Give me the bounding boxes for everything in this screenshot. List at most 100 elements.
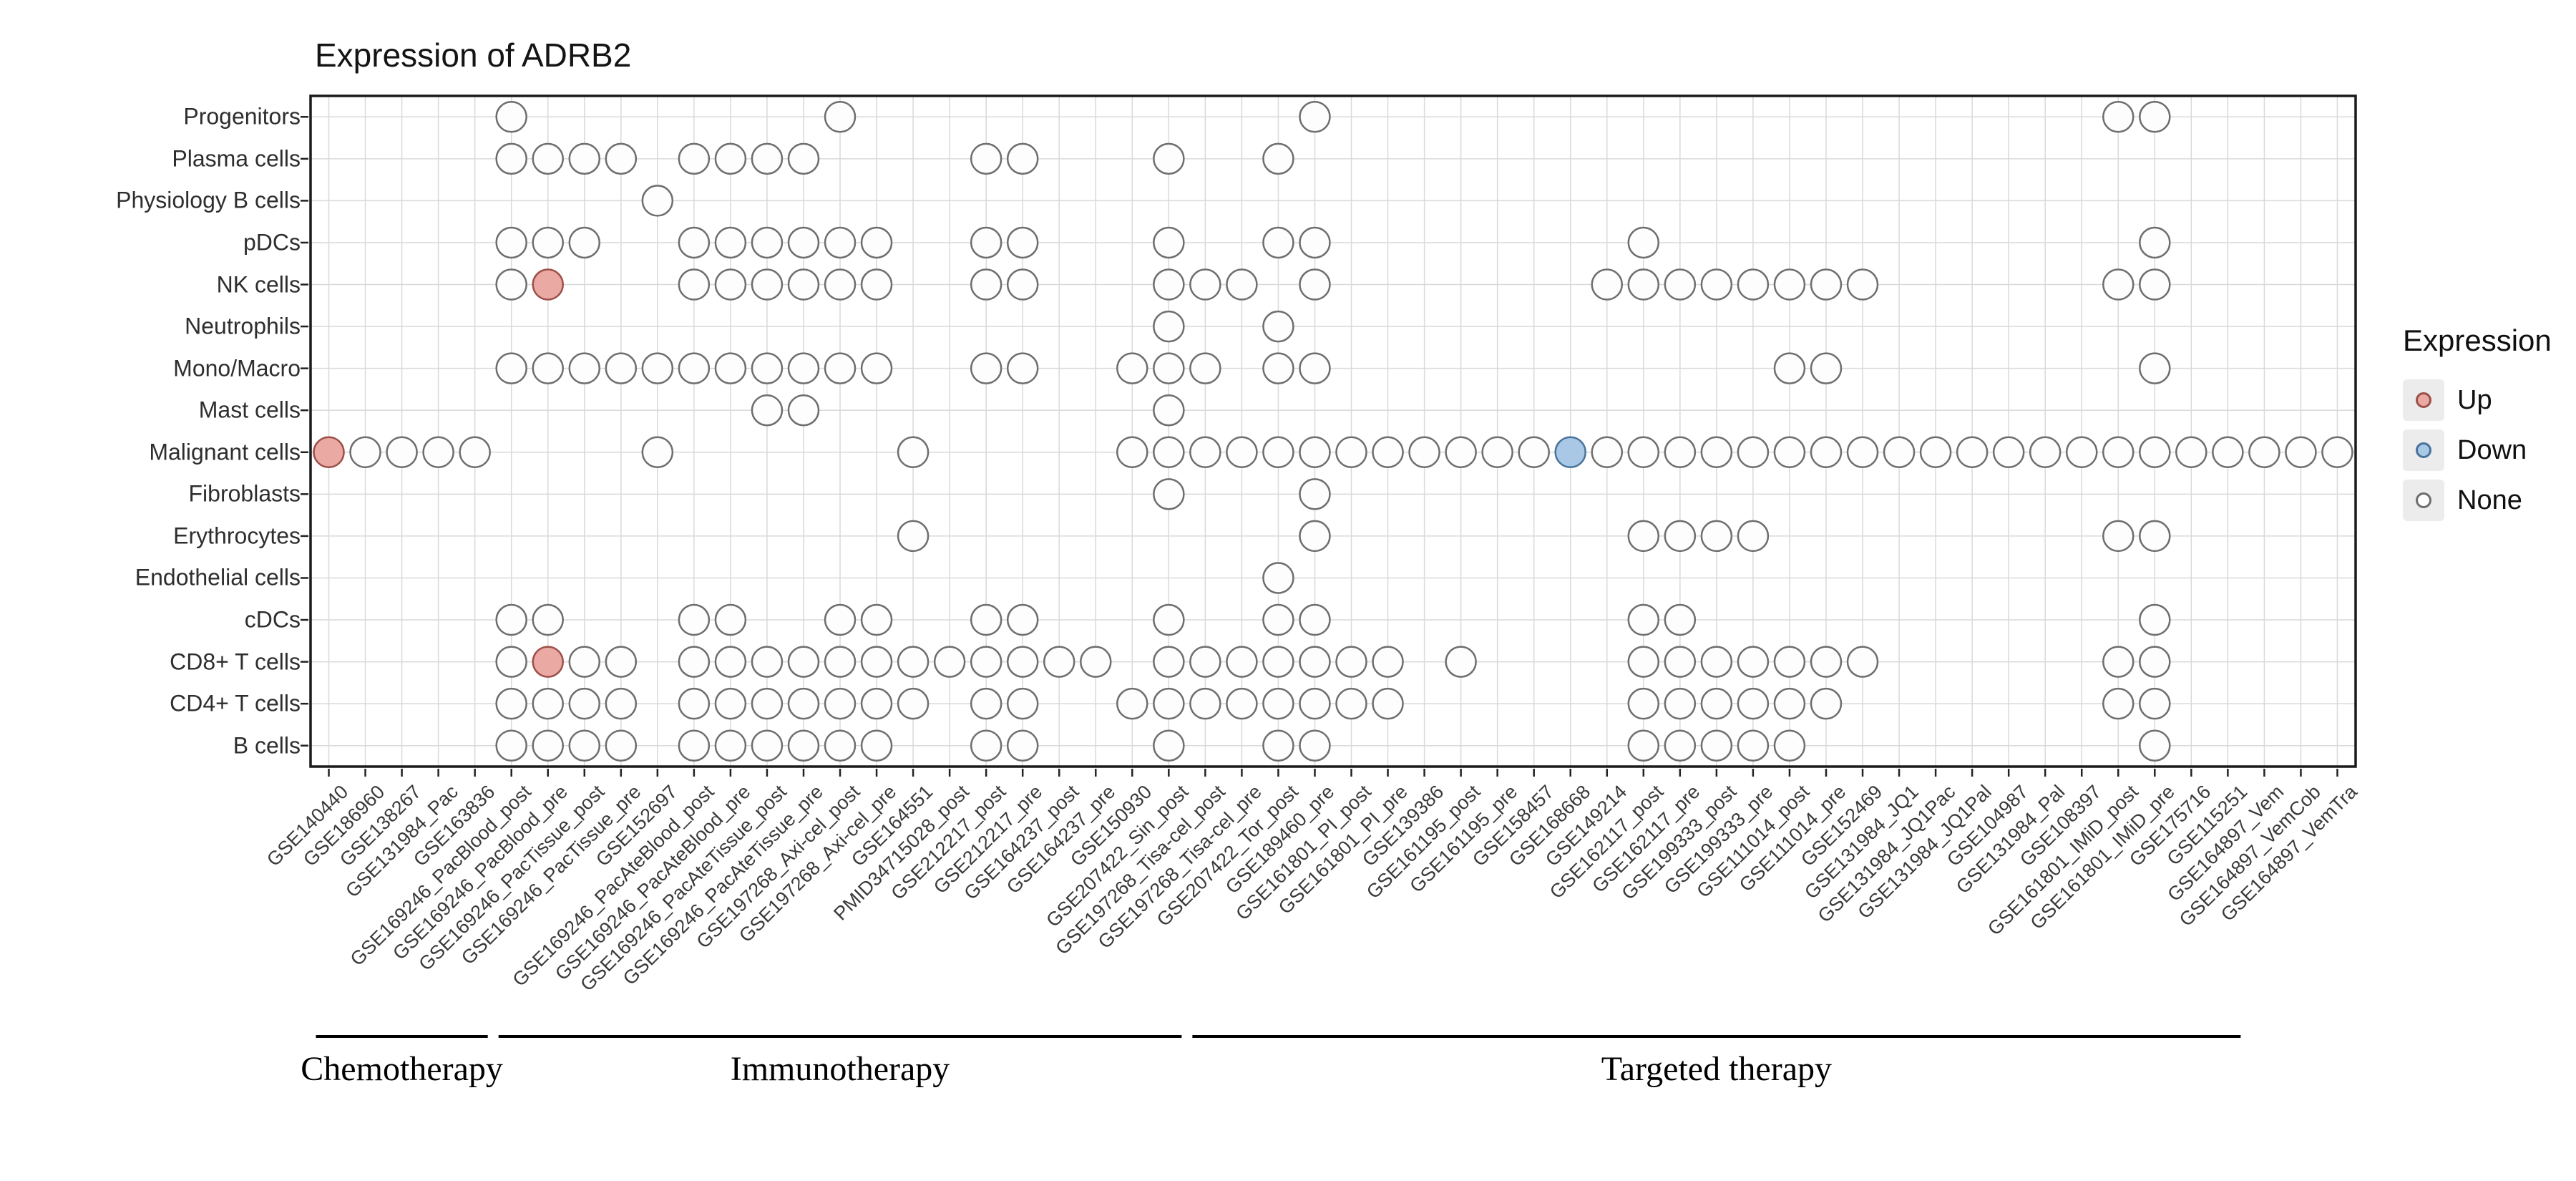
expression-dot-none xyxy=(1335,646,1367,678)
legend-dot-none-icon xyxy=(2416,492,2431,508)
expression-dot-none xyxy=(422,436,454,469)
expression-dot-none xyxy=(787,268,820,301)
expression-dot-none xyxy=(2139,687,2171,720)
legend-dot-down-icon xyxy=(2416,442,2431,458)
expression-dot-none xyxy=(1773,436,1806,469)
expression-dot-none xyxy=(787,646,820,678)
expression-dot-none xyxy=(495,142,527,175)
expression-dot-none xyxy=(970,603,1002,636)
expression-dot-none xyxy=(787,394,820,427)
expression-dot-none xyxy=(1627,603,1660,636)
expression-dot-none xyxy=(2139,520,2171,553)
row-label: Fibroblasts xyxy=(188,480,301,507)
expression-dot-none xyxy=(1408,436,1440,469)
expression-dot-none xyxy=(751,687,784,720)
expression-dot-none xyxy=(1006,226,1039,259)
expression-dot-none xyxy=(1153,142,1185,175)
expression-dot-none xyxy=(1846,646,1879,678)
expression-dot-none xyxy=(1773,268,1806,301)
expression-dot-none xyxy=(2102,268,2135,301)
expression-dot-none xyxy=(1737,729,1770,762)
row-label: Physiology B cells xyxy=(116,187,301,213)
expression-dot-none xyxy=(641,185,674,217)
expression-dot-none xyxy=(824,268,857,301)
expression-dot-none xyxy=(1262,562,1294,594)
expression-dot-none xyxy=(1299,101,1331,133)
expression-dot-none xyxy=(897,687,930,720)
expression-dot-none xyxy=(751,352,784,384)
expression-dot-none xyxy=(1299,226,1331,259)
expression-dot-none xyxy=(787,226,820,259)
expression-dot-none xyxy=(970,268,1002,301)
expression-dot-none xyxy=(860,646,893,678)
expression-dot-none xyxy=(1262,687,1294,720)
expression-dot-none xyxy=(605,687,638,720)
expression-dot-none xyxy=(2139,646,2171,678)
expression-dot-none xyxy=(751,268,784,301)
expression-dot-none xyxy=(1116,352,1148,384)
expression-dot-none xyxy=(897,436,930,469)
expression-dot-none xyxy=(1773,687,1806,720)
row-label: Erythrocytes xyxy=(173,523,301,549)
expression-dot-none xyxy=(1189,646,1221,678)
expression-dot-none xyxy=(495,226,527,259)
expression-dot-none xyxy=(970,142,1002,175)
row-label: B cells xyxy=(233,732,301,759)
expression-dot-none xyxy=(1810,352,1843,384)
row-label: Mono/Macro xyxy=(173,355,301,381)
expression-dot-none xyxy=(860,352,893,384)
expression-dot-none xyxy=(641,352,674,384)
expression-dot-none xyxy=(970,729,1002,762)
expression-dot-none xyxy=(495,603,527,636)
legend-key xyxy=(2403,480,2444,521)
expression-dot-none xyxy=(532,142,564,175)
expression-dot-none xyxy=(860,226,893,259)
expression-dot-none xyxy=(1226,646,1258,678)
expression-dot-none xyxy=(751,226,784,259)
expression-dot-none xyxy=(532,687,564,720)
expression-dot-none xyxy=(1627,729,1660,762)
expression-dot-none xyxy=(2102,687,2135,720)
expression-dot-none xyxy=(2029,436,2062,469)
expression-dot-none xyxy=(1664,729,1697,762)
expression-dot-none xyxy=(860,687,893,720)
expression-dot-none xyxy=(1299,436,1331,469)
expression-dot-none xyxy=(1189,268,1221,301)
expression-dot-none xyxy=(970,226,1002,259)
expression-dot-none xyxy=(605,142,638,175)
expression-dot-none xyxy=(568,646,601,678)
expression-dot-none xyxy=(1810,646,1843,678)
expression-dot-none xyxy=(860,603,893,636)
expression-dot-none xyxy=(349,436,381,469)
expression-dot-none xyxy=(1153,729,1185,762)
expression-dot-none xyxy=(2139,603,2171,636)
expression-dot-none xyxy=(1226,436,1258,469)
expression-dot-none xyxy=(1299,352,1331,384)
expression-dot-none xyxy=(495,352,527,384)
expression-dot-none xyxy=(1700,268,1733,301)
expression-dot-none xyxy=(568,729,601,762)
expression-dot-none xyxy=(1846,436,1879,469)
expression-dot-none xyxy=(2139,226,2171,259)
expression-dot-none xyxy=(2321,436,2353,469)
expression-dot-none xyxy=(1664,436,1697,469)
expression-dot-none xyxy=(1883,436,1916,469)
expression-dot-none xyxy=(787,142,820,175)
expression-dot-none xyxy=(1737,520,1770,553)
row-label: CD8+ T cells xyxy=(170,648,301,675)
expression-dot-none xyxy=(1664,687,1697,720)
expression-dot-none xyxy=(1262,603,1294,636)
expression-dot-none xyxy=(1956,436,1989,469)
expression-dot-none xyxy=(1299,646,1331,678)
expression-dot-none xyxy=(1700,520,1733,553)
expression-dot-none xyxy=(1445,646,1477,678)
expression-dot-none xyxy=(751,394,784,427)
expression-dot-none xyxy=(568,226,601,259)
expression-dot-none xyxy=(495,729,527,762)
expression-dot-up xyxy=(313,436,345,469)
expression-dot-none xyxy=(641,436,674,469)
expression-dot-none xyxy=(1153,603,1185,636)
expression-dot-none xyxy=(1627,520,1660,553)
legend-title: Expression xyxy=(2403,324,2552,357)
expression-dot-none xyxy=(1737,646,1770,678)
